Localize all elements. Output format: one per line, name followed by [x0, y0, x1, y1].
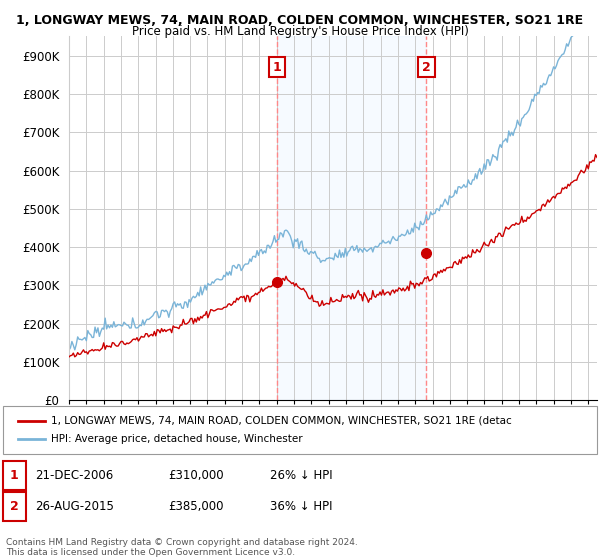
Bar	[277, 36, 427, 400]
Text: Price paid vs. HM Land Registry's House Price Index (HPI): Price paid vs. HM Land Registry's House …	[131, 25, 469, 38]
Text: 1, LONGWAY MEWS, 74, MAIN ROAD, COLDEN COMMON, WINCHESTER, SO21 1RE (detac: 1, LONGWAY MEWS, 74, MAIN ROAD, COLDEN C…	[51, 416, 512, 426]
Text: 1: 1	[10, 469, 19, 482]
Text: HPI: Average price, detached house, Winchester: HPI: Average price, detached house, Winc…	[51, 434, 302, 444]
Text: Contains HM Land Registry data © Crown copyright and database right 2024.
This d: Contains HM Land Registry data © Crown c…	[6, 538, 358, 557]
Text: 2: 2	[10, 500, 19, 512]
Text: 26-AUG-2015: 26-AUG-2015	[35, 500, 113, 512]
Text: 1: 1	[272, 60, 281, 73]
Text: 1, LONGWAY MEWS, 74, MAIN ROAD, COLDEN COMMON, WINCHESTER, SO21 1RE: 1, LONGWAY MEWS, 74, MAIN ROAD, COLDEN C…	[16, 14, 584, 27]
Text: 2: 2	[422, 60, 431, 73]
Text: 36% ↓ HPI: 36% ↓ HPI	[270, 500, 332, 512]
Text: £310,000: £310,000	[168, 469, 224, 482]
Text: 21-DEC-2006: 21-DEC-2006	[35, 469, 113, 482]
Text: £385,000: £385,000	[168, 500, 224, 512]
Text: 26% ↓ HPI: 26% ↓ HPI	[270, 469, 332, 482]
